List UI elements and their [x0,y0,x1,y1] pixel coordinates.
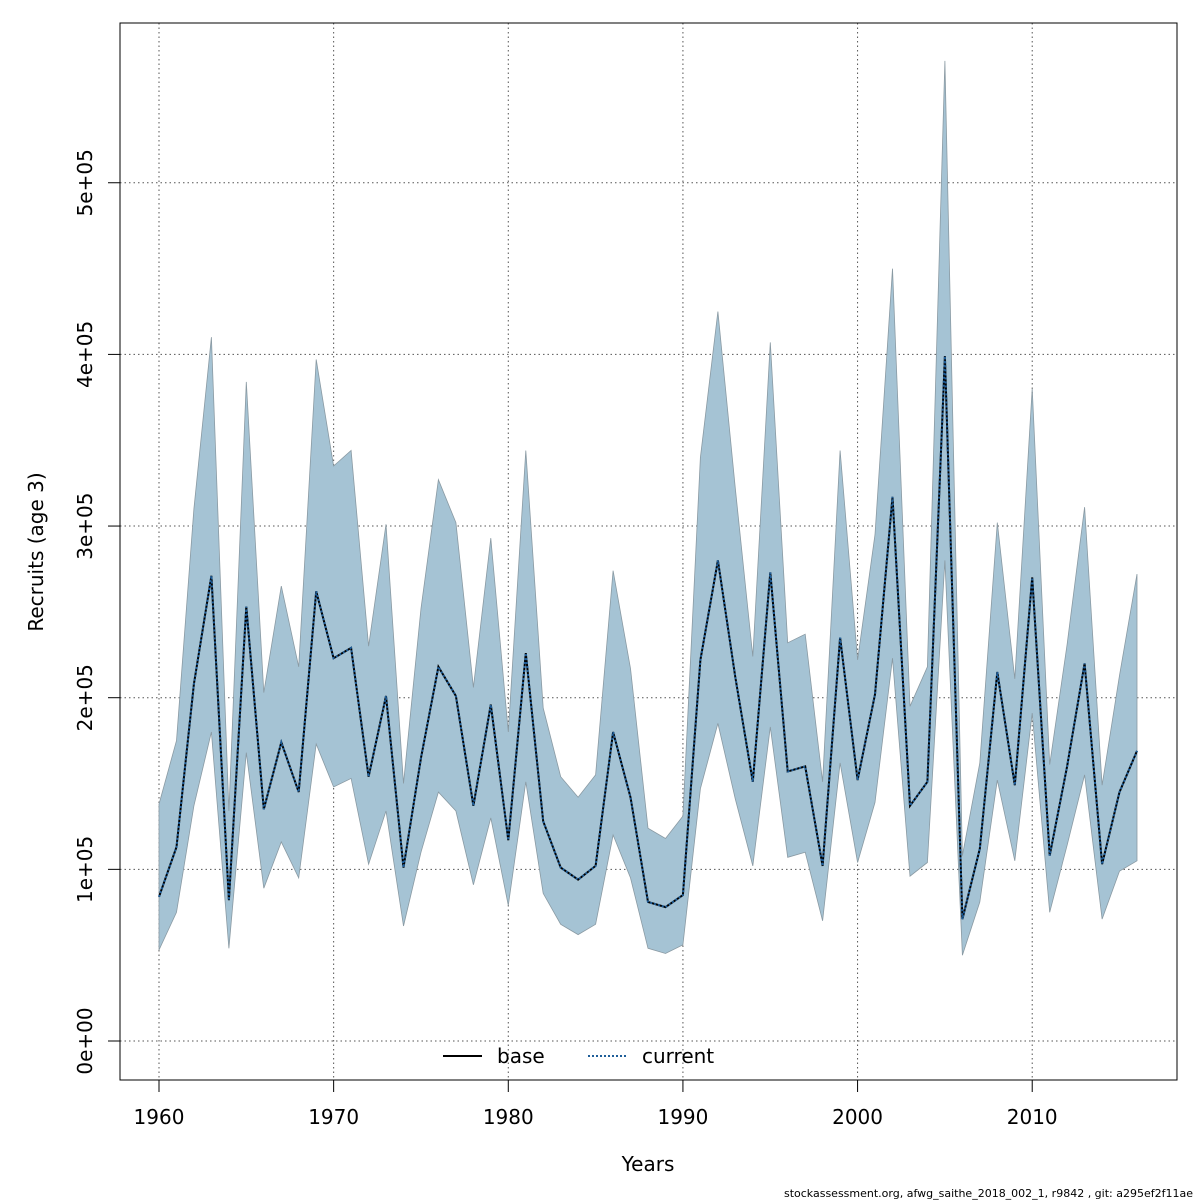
legend-label-base: base [497,1044,545,1068]
confidence-band-area [158,60,1138,956]
x-tick-label-1980: 1980 [483,1105,534,1129]
x-tick-label-1990: 1990 [657,1105,708,1129]
footer-credit: stockassessment.org, afwg_saithe_2018_00… [784,1187,1193,1200]
legend: base current [443,1044,714,1068]
y-tick-label-4: 4e+05 [73,321,97,388]
x-tick-label-1960: 1960 [134,1105,185,1129]
x-tick-label-2010: 2010 [1007,1105,1058,1129]
y-axis: 0e+00 1e+05 2e+05 3e+05 4e+05 5e+05 [73,149,120,1075]
series-line-current [158,356,1138,920]
y-tick-label-3: 3e+05 [73,492,97,559]
series-lines [158,356,1138,920]
x-tick-label-1970: 1970 [308,1105,359,1129]
y-tick-label-2: 2e+05 [73,664,97,731]
x-tick-label-2000: 2000 [832,1105,883,1129]
x-axis: 1960 1970 1980 1990 2000 2010 [134,1080,1058,1129]
y-tick-label-1: 1e+05 [73,836,97,903]
y-tick-label-0: 0e+00 [73,1007,97,1074]
legend-label-current: current [642,1044,714,1068]
confidence-band [158,60,1138,956]
y-tick-label-5: 5e+05 [73,149,97,216]
plot-frame [119,22,1178,1081]
y-axis-label: Recruits (age 3) [24,472,48,631]
x-axis-label: Years [621,1152,675,1176]
